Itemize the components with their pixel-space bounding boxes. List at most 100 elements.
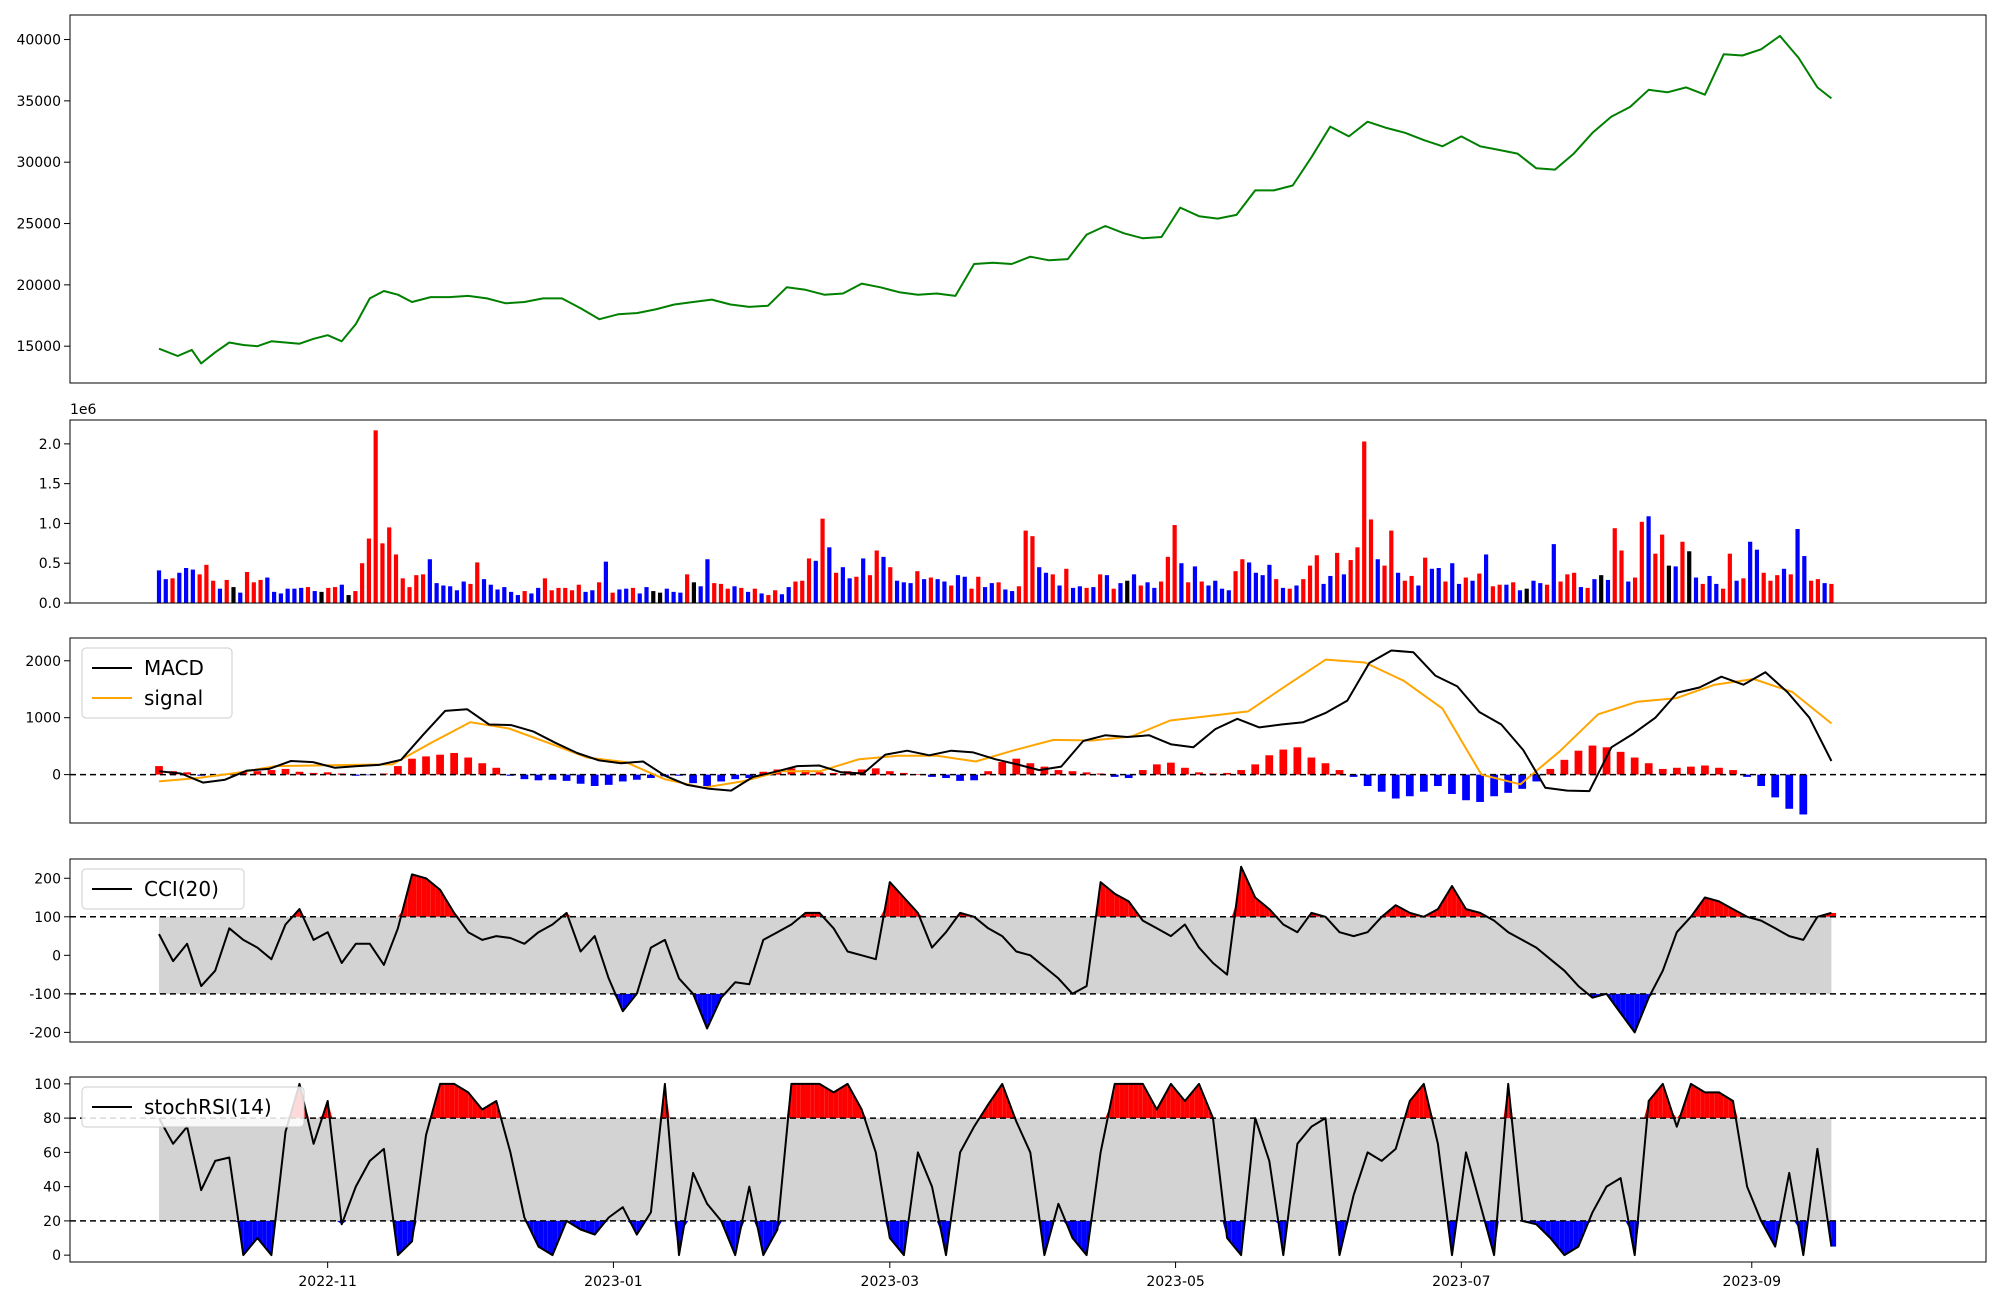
overbought-fill xyxy=(838,1086,843,1119)
oversold-fill xyxy=(248,1220,253,1250)
macd-histogram-bar xyxy=(815,772,824,775)
overbought-fill xyxy=(1133,1083,1139,1119)
stochrsi-panel: 0 20 40 60 80 100 stochRSI(14) xyxy=(34,1076,1987,1264)
volume-bar xyxy=(1402,580,1407,603)
macd-histogram-bar xyxy=(436,754,444,775)
macd-histogram-bar xyxy=(928,774,936,777)
macd-histogram-bar xyxy=(1462,774,1470,801)
volume-bar xyxy=(1260,575,1265,603)
overbought-fill xyxy=(1166,1083,1171,1119)
macd-histogram-bar xyxy=(1448,774,1456,794)
volume-bar xyxy=(1517,590,1523,603)
volume-bar xyxy=(705,559,710,603)
macd-histogram-bar xyxy=(295,771,304,775)
volume-bar xyxy=(1226,590,1231,603)
overbought-fill xyxy=(1128,901,1134,917)
volume-bar xyxy=(1280,587,1286,603)
volume-bar xyxy=(1524,588,1529,603)
oversold-fill xyxy=(899,1220,904,1256)
macd-histogram-bar xyxy=(464,757,473,775)
volume-bar xyxy=(928,577,933,603)
volume-bar xyxy=(238,592,243,603)
volume-bar xyxy=(1748,541,1753,603)
overbought-fill xyxy=(454,1083,459,1119)
overbought-fill xyxy=(1100,882,1106,917)
overbought-fill xyxy=(997,1083,1003,1119)
y-tick-label: 60 xyxy=(43,1145,61,1161)
axes-frame xyxy=(69,419,1987,604)
volume-bar xyxy=(1395,572,1401,603)
volume-bar xyxy=(536,587,541,603)
volume-bar xyxy=(1321,583,1326,603)
volume-bar xyxy=(1409,575,1414,603)
oversold-fill xyxy=(1044,1220,1050,1256)
oversold-fill xyxy=(543,1220,548,1253)
volume-bar xyxy=(806,558,812,603)
y-tick-label: -100 xyxy=(29,987,61,1003)
overbought-fill xyxy=(1128,1083,1134,1119)
volume-bar xyxy=(529,593,534,603)
volume-bar xyxy=(299,587,304,603)
volume-bar xyxy=(1504,584,1509,603)
overbought-fill xyxy=(1241,866,1246,917)
macd-histogram-bar xyxy=(1265,755,1274,775)
volume-bar xyxy=(1219,588,1225,603)
overbought-fill xyxy=(1175,1089,1181,1119)
volume-bar xyxy=(1077,586,1082,603)
macd-histogram-bar xyxy=(801,770,810,775)
volume-bar xyxy=(603,561,608,603)
volume-bar xyxy=(752,588,757,603)
volume-bar xyxy=(1118,583,1123,603)
volume-bar xyxy=(1653,553,1658,603)
volume-bar xyxy=(1192,566,1198,603)
volume-bar xyxy=(448,586,453,603)
oversold-fill xyxy=(1770,1220,1776,1247)
overbought-fill xyxy=(889,882,895,917)
x-tick-label: 2023-09 xyxy=(1723,1274,1782,1290)
volume-bar xyxy=(1301,579,1306,603)
oversold-fill xyxy=(1765,1220,1771,1239)
oversold-fill xyxy=(547,1220,553,1256)
volume-bar xyxy=(1646,516,1651,603)
volume-bar xyxy=(1138,585,1143,603)
macd-histogram-bar xyxy=(1602,747,1611,775)
volume-bar xyxy=(617,589,622,603)
volume-bar xyxy=(739,587,744,603)
macd-histogram-bar xyxy=(1419,774,1428,792)
macd-histogram-bar xyxy=(365,774,374,776)
volume-bar xyxy=(427,559,432,603)
volume-bar xyxy=(698,586,703,603)
y-tick-label: 25000 xyxy=(16,217,61,233)
volume-bar xyxy=(1734,580,1739,603)
x-tick-label: 2023-05 xyxy=(1146,1274,1205,1290)
overbought-fill xyxy=(805,1083,811,1119)
volume-bar xyxy=(1010,591,1015,603)
macd-histogram-bar xyxy=(590,774,599,786)
volume-bar xyxy=(1213,580,1218,603)
volume-bar xyxy=(1416,585,1421,603)
macd-line xyxy=(158,649,1833,793)
volume-bar xyxy=(1125,580,1130,603)
volume-bar xyxy=(773,590,778,603)
volume-bar xyxy=(1274,579,1279,603)
oversold-fill xyxy=(1081,1220,1087,1256)
macd-histogram-bar xyxy=(1405,774,1414,797)
volume-bar xyxy=(211,580,216,603)
y-tick-label: 40 xyxy=(43,1180,61,1196)
overbought-fill xyxy=(1114,1083,1120,1119)
y-tick-label: 200 xyxy=(34,871,61,887)
overbought-fill xyxy=(435,1083,441,1119)
macd-histogram-bar xyxy=(478,763,487,775)
y-tick-label: 100 xyxy=(34,910,61,926)
volume-bar xyxy=(163,579,168,603)
volume-bar xyxy=(1612,528,1617,603)
overbought-fill xyxy=(1105,885,1110,917)
axes-frame xyxy=(69,14,1987,384)
macd-histogram-bar xyxy=(1715,767,1723,775)
volume-bar xyxy=(922,579,927,603)
macd-histogram-bar xyxy=(857,769,866,775)
legend-label: CCI(20) xyxy=(144,877,219,901)
macd-histogram-bar xyxy=(450,752,459,775)
volume-bar xyxy=(1572,572,1577,603)
macd-histogram-bar xyxy=(1321,763,1330,775)
